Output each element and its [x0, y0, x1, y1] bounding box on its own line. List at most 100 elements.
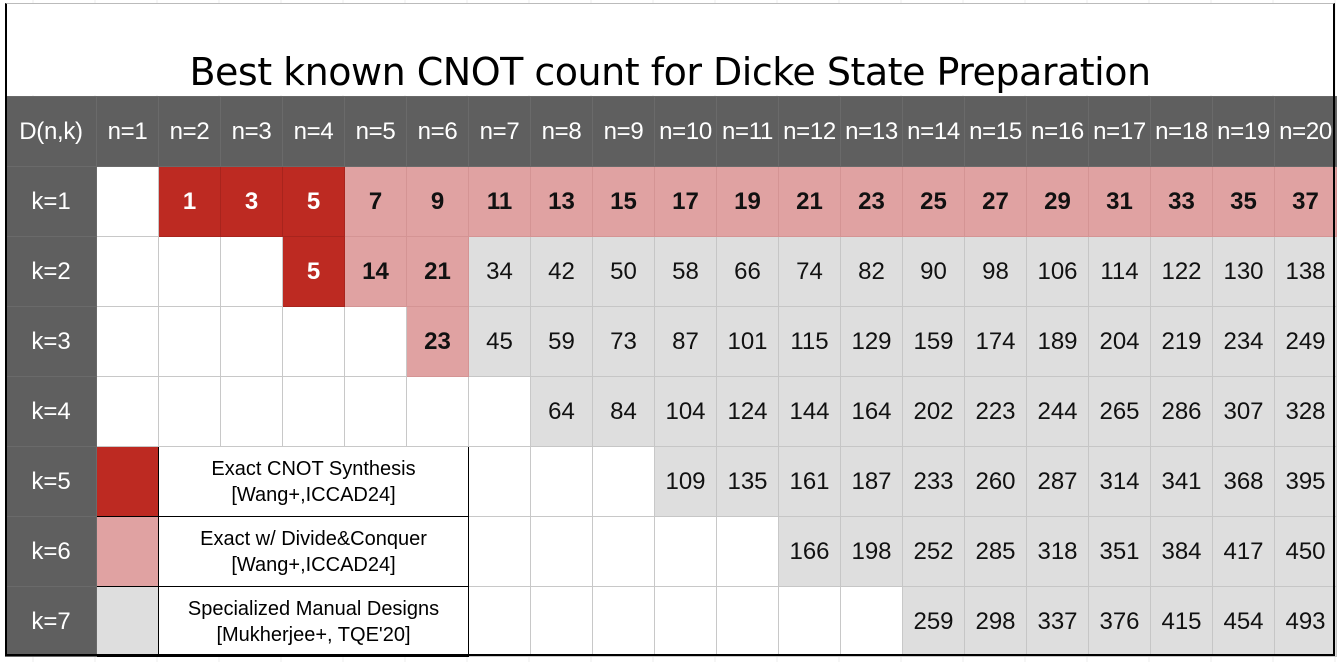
table-row: k=6 Exact w/ Divide&Conquer [Wang+,ICCAD24… [5, 516, 1337, 587]
legend-citation: [Wang+,ICCAD24] [231, 553, 396, 576]
row-header: k=4 [5, 376, 97, 447]
cnot-count-cell: 5 [282, 236, 345, 307]
row-header: k=6 [5, 516, 97, 587]
cnot-count-cell: 395 [1274, 446, 1337, 517]
cnot-count-cell: 187 [840, 446, 903, 517]
cnot-count-cell: 129 [840, 306, 903, 377]
column-header: n=14 [902, 96, 965, 167]
column-header: n=19 [1212, 96, 1275, 167]
cnot-count-cell: 58 [654, 236, 717, 307]
cnot-count-cell: 450 [1274, 516, 1337, 587]
cnot-count-cell: 265 [1088, 376, 1151, 447]
empty-cell [468, 516, 531, 587]
cnot-count-cell: 35 [1212, 166, 1275, 237]
title-box: Best known CNOT count for Dicke State Pr… [5, 3, 1335, 95]
cnot-count-cell: 106 [1026, 236, 1089, 307]
legend-method: Exact w/ Divide&Conquer [200, 527, 427, 550]
empty-cell [530, 516, 593, 587]
column-header: n=4 [282, 96, 345, 167]
empty-cell [592, 586, 655, 657]
cnot-count-cell: 144 [778, 376, 841, 447]
empty-cell [468, 446, 531, 517]
empty-cell [592, 446, 655, 517]
cnot-count-cell: 417 [1212, 516, 1275, 587]
legend-method: Specialized Manual Designs [187, 597, 440, 620]
row-header: k=1 [5, 166, 97, 237]
cnot-count-cell: 109 [654, 446, 717, 517]
cnot-count-cell: 21 [778, 166, 841, 237]
empty-cell [220, 376, 283, 447]
row-header: k=5 [5, 446, 97, 517]
cnot-count-cell: 174 [964, 306, 1027, 377]
cnot-count-cell: 14 [344, 236, 407, 307]
column-header: n=10 [654, 96, 717, 167]
cnot-count-cell: 138 [1274, 236, 1337, 307]
empty-cell [96, 166, 159, 237]
column-header: n=17 [1088, 96, 1151, 167]
empty-cell [716, 516, 779, 587]
column-header: n=9 [592, 96, 655, 167]
cnot-count-cell: 351 [1088, 516, 1151, 587]
cnot-count-cell: 13 [530, 166, 593, 237]
cnot-count-cell: 204 [1088, 306, 1151, 377]
cnot-count-cell: 249 [1274, 306, 1337, 377]
legend-swatch [96, 586, 159, 657]
cnot-count-cell: 84 [592, 376, 655, 447]
cnot-count-cell: 493 [1274, 586, 1337, 657]
cnot-count-cell: 189 [1026, 306, 1089, 377]
cnot-count-table: D(n,k) n=1 n=2 n=3 n=4 n=5 n=6 n=7 n=8 n=9 n=10 n=1… [5, 96, 1337, 657]
cnot-count-cell: 259 [902, 586, 965, 657]
cnot-count-cell: 368 [1212, 446, 1275, 517]
table-row: k=7 Specialized Manual Designs [Mukherjee+… [5, 586, 1337, 657]
cnot-count-cell: 37 [1274, 166, 1337, 237]
table-row: k=4 64 84 104 124 144 164 202 223 244 265 286 307 328 [5, 376, 1337, 447]
cnot-count-cell: 73 [592, 306, 655, 377]
column-header: n=13 [840, 96, 903, 167]
empty-cell [220, 236, 283, 307]
row-header: k=2 [5, 236, 97, 307]
table-row: k=3 23 45 59 73 87 101 115 129 159 174 189 204 219 234… [5, 306, 1337, 377]
cnot-count-cell: 1 [158, 166, 221, 237]
column-header: n=3 [220, 96, 283, 167]
cnot-count-cell: 59 [530, 306, 593, 377]
legend-citation: [Mukherjee+, TQE'20] [216, 623, 411, 646]
cnot-count-cell: 298 [964, 586, 1027, 657]
cnot-count-cell: 287 [1026, 446, 1089, 517]
column-header: n=20 [1274, 96, 1337, 167]
cnot-count-cell: 45 [468, 306, 531, 377]
cnot-count-cell: 104 [654, 376, 717, 447]
table-row: k=2 5 14 21 34 42 50 58 66 74 82 90 98 106 114 122 130 13… [5, 236, 1337, 307]
empty-cell [158, 236, 221, 307]
cnot-count-cell: 454 [1212, 586, 1275, 657]
cnot-count-cell: 66 [716, 236, 779, 307]
column-header: n=2 [158, 96, 221, 167]
cnot-count-cell: 74 [778, 236, 841, 307]
cnot-count-cell: 23 [406, 306, 469, 377]
column-header: n=8 [530, 96, 593, 167]
legend-method: Exact CNOT Synthesis [211, 457, 416, 480]
empty-cell [654, 516, 717, 587]
cnot-count-cell: 87 [654, 306, 717, 377]
column-header: n=15 [964, 96, 1027, 167]
corner-header: D(n,k) [5, 96, 97, 167]
empty-cell [406, 376, 469, 447]
cnot-count-cell: 198 [840, 516, 903, 587]
empty-cell [282, 306, 345, 377]
cnot-count-cell: 376 [1088, 586, 1151, 657]
cnot-count-cell: 29 [1026, 166, 1089, 237]
table-row: k=1 1 3 5 7 9 11 13 15 17 19 21 23 25 27 29 31 33 35 37 [5, 166, 1337, 237]
column-header: n=7 [468, 96, 531, 167]
cnot-count-cell: 5 [282, 166, 345, 237]
empty-cell [344, 376, 407, 447]
cnot-count-cell: 234 [1212, 306, 1275, 377]
legend-citation: [Wang+,ICCAD24] [231, 483, 396, 506]
cnot-count-cell: 318 [1026, 516, 1089, 587]
cnot-count-cell: 233 [902, 446, 965, 517]
cnot-count-cell: 34 [468, 236, 531, 307]
empty-cell [96, 236, 159, 307]
cnot-count-cell: 159 [902, 306, 965, 377]
cnot-count-cell: 98 [964, 236, 1027, 307]
cnot-count-cell: 90 [902, 236, 965, 307]
empty-cell [158, 306, 221, 377]
cnot-count-cell: 7 [344, 166, 407, 237]
